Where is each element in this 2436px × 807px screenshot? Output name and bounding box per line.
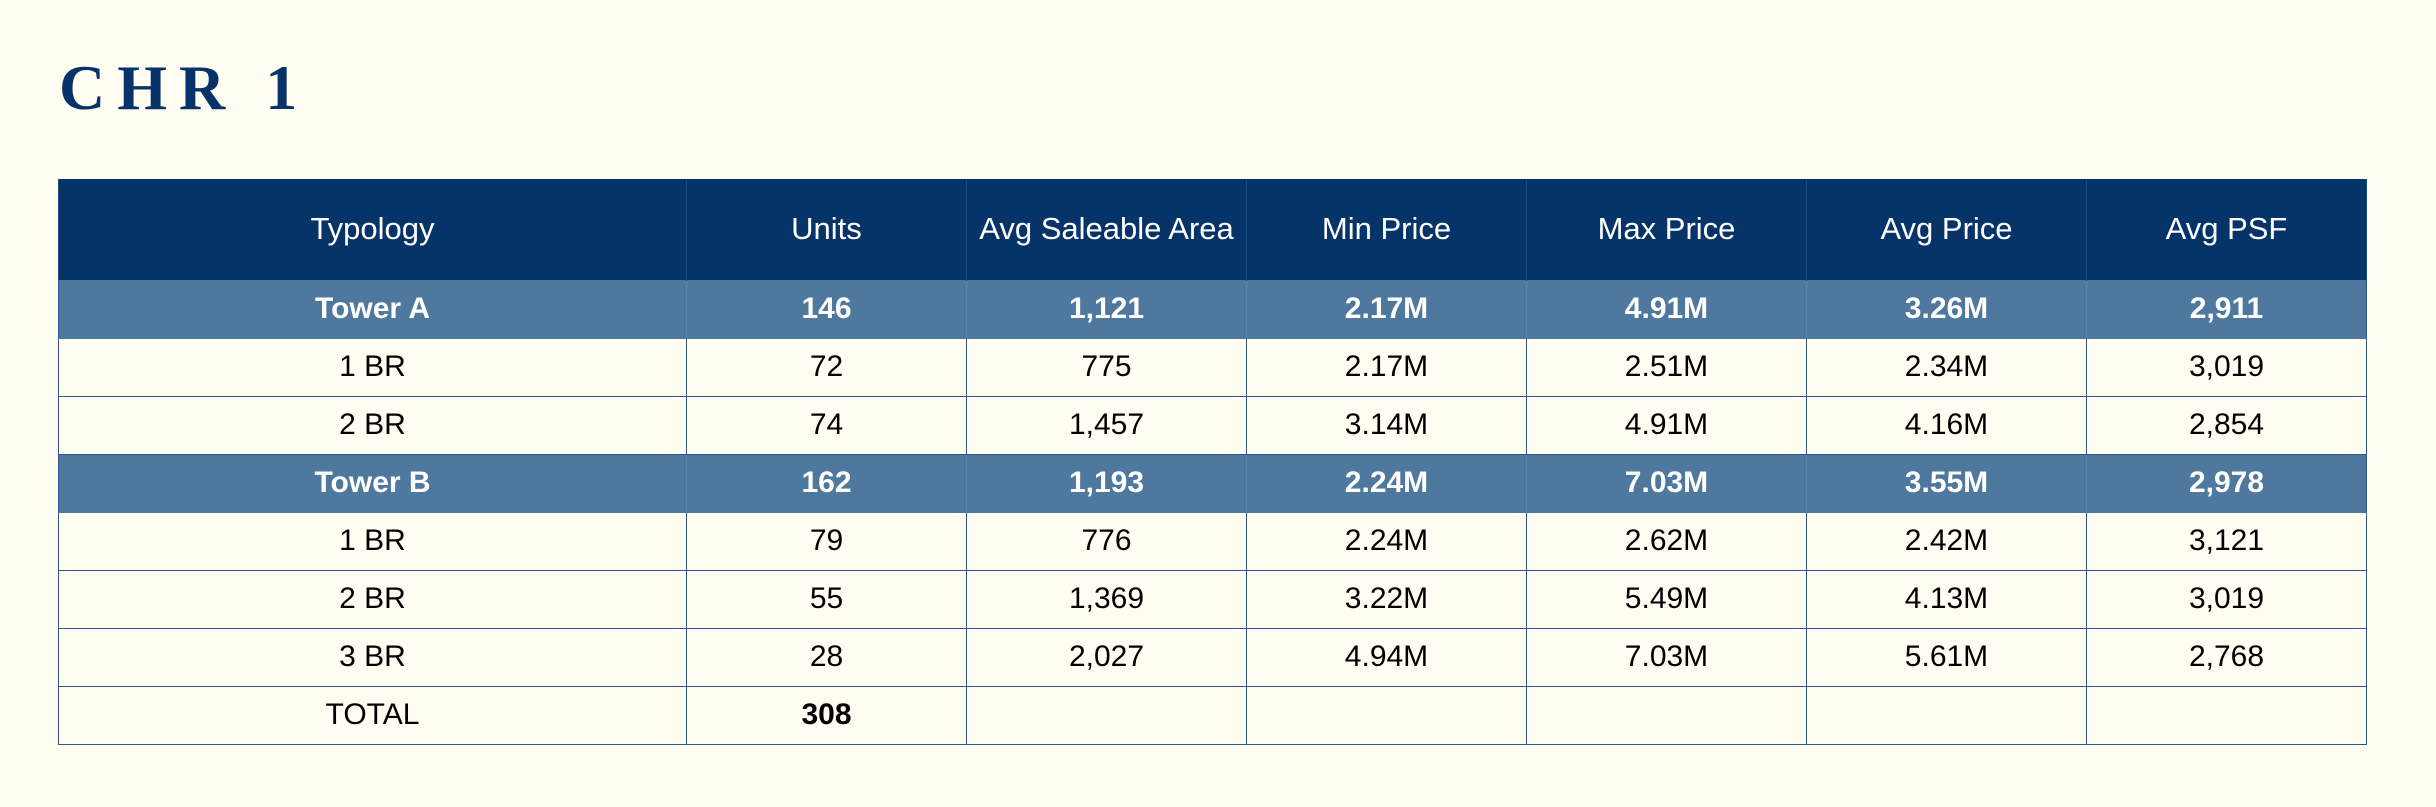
header-avg-saleable-area: Avg Saleable Area [966, 179, 1247, 280]
cell-avg-saleable-area: 776 [966, 511, 1247, 571]
cell-units: 55 [686, 569, 967, 629]
table-row-tower-a: Tower A 146 1,121 2.17M 4.91M 3.26M 2,91… [58, 279, 2367, 339]
cell-avg-price: 3.26M [1806, 279, 2087, 339]
total-label: TOTAL [58, 685, 687, 745]
empty-cell [2086, 685, 2367, 745]
cell-min-price: 2.24M [1246, 511, 1527, 571]
table-row: 1 BR 72 775 2.17M 2.51M 2.34M 3,019 [58, 337, 2367, 397]
total-units: 308 [686, 685, 967, 745]
cell-units: 162 [686, 453, 967, 513]
cell-min-price: 3.14M [1246, 395, 1527, 455]
cell-typology: 2 BR [58, 395, 687, 455]
cell-min-price: 2.17M [1246, 337, 1527, 397]
cell-avg-psf: 2,854 [2086, 395, 2367, 455]
cell-avg-price: 4.16M [1806, 395, 2087, 455]
cell-max-price: 2.51M [1526, 337, 1807, 397]
cell-units: 79 [686, 511, 967, 571]
cell-avg-saleable-area: 1,121 [966, 279, 1247, 339]
cell-min-price: 2.17M [1246, 279, 1527, 339]
cell-avg-price: 4.13M [1806, 569, 2087, 629]
empty-cell [1806, 685, 2087, 745]
table-row-tower-b: Tower B 162 1,193 2.24M 7.03M 3.55M 2,97… [58, 453, 2367, 513]
cell-units: 72 [686, 337, 967, 397]
cell-typology: Tower B [58, 453, 687, 513]
cell-max-price: 2.62M [1526, 511, 1807, 571]
cell-units: 28 [686, 627, 967, 687]
cell-max-price: 7.03M [1526, 453, 1807, 513]
cell-avg-price: 2.42M [1806, 511, 2087, 571]
cell-avg-psf: 3,019 [2086, 337, 2367, 397]
table-header-row: Typology Units Avg Saleable Area Min Pri… [58, 179, 2367, 280]
table-row: 2 BR 55 1,369 3.22M 5.49M 4.13M 3,019 [58, 569, 2367, 629]
cell-avg-psf: 2,911 [2086, 279, 2367, 339]
cell-min-price: 4.94M [1246, 627, 1527, 687]
cell-avg-saleable-area: 2,027 [966, 627, 1247, 687]
header-avg-price: Avg Price [1806, 179, 2087, 280]
empty-cell [1246, 685, 1527, 745]
cell-max-price: 7.03M [1526, 627, 1807, 687]
cell-typology: Tower A [58, 279, 687, 339]
cell-typology: 1 BR [58, 511, 687, 571]
cell-typology: 2 BR [58, 569, 687, 629]
cell-max-price: 4.91M [1526, 395, 1807, 455]
table-row: 1 BR 79 776 2.24M 2.62M 2.42M 3,121 [58, 511, 2367, 571]
header-avg-psf: Avg PSF [2086, 179, 2367, 280]
cell-units: 146 [686, 279, 967, 339]
cell-avg-saleable-area: 1,369 [966, 569, 1247, 629]
cell-max-price: 4.91M [1526, 279, 1807, 339]
cell-avg-psf: 2,768 [2086, 627, 2367, 687]
header-min-price: Min Price [1246, 179, 1527, 280]
cell-min-price: 3.22M [1246, 569, 1527, 629]
header-typology: Typology [58, 179, 687, 280]
cell-avg-saleable-area: 775 [966, 337, 1247, 397]
cell-min-price: 2.24M [1246, 453, 1527, 513]
cell-units: 74 [686, 395, 967, 455]
cell-typology: 3 BR [58, 627, 687, 687]
table-row-total: TOTAL 308 [58, 685, 2367, 745]
cell-avg-saleable-area: 1,457 [966, 395, 1247, 455]
cell-avg-price: 2.34M [1806, 337, 2087, 397]
cell-avg-price: 3.55M [1806, 453, 2087, 513]
cell-avg-price: 5.61M [1806, 627, 2087, 687]
empty-cell [966, 685, 1247, 745]
empty-cell [1526, 685, 1807, 745]
page-title: CHR 1 [59, 52, 310, 123]
cell-typology: 1 BR [58, 337, 687, 397]
cell-avg-saleable-area: 1,193 [966, 453, 1247, 513]
header-units: Units [686, 179, 967, 280]
cell-max-price: 5.49M [1526, 569, 1807, 629]
pricing-table: Typology Units Avg Saleable Area Min Pri… [58, 179, 2367, 745]
cell-avg-psf: 2,978 [2086, 453, 2367, 513]
header-max-price: Max Price [1526, 179, 1807, 280]
cell-avg-psf: 3,019 [2086, 569, 2367, 629]
cell-avg-psf: 3,121 [2086, 511, 2367, 571]
table-row: 3 BR 28 2,027 4.94M 7.03M 5.61M 2,768 [58, 627, 2367, 687]
table-row: 2 BR 74 1,457 3.14M 4.91M 4.16M 2,854 [58, 395, 2367, 455]
